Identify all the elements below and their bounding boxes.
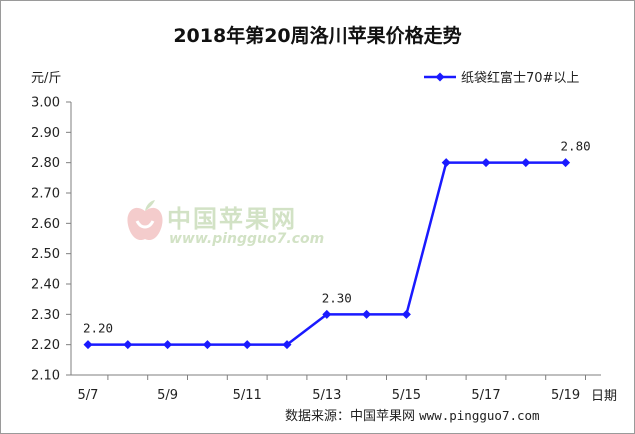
data-point-marker [83,340,93,350]
y-tick-label: 2.80 [31,156,60,171]
x-tick-label: 5/7 [78,388,99,403]
source-label: 数据来源：中国苹果网 [285,409,416,424]
data-point-marker [441,158,451,168]
y-tick-label: 2.60 [31,217,60,232]
data-point-marker [163,340,173,350]
x-axis-unit: 日期 [591,389,618,404]
data-point-marker [242,340,252,350]
y-tick-label: 3.00 [31,96,60,111]
y-tick-label: 2.40 [31,278,60,293]
data-point-marker [481,158,491,168]
data-point-marker [401,309,411,319]
data-point-marker [521,158,531,168]
y-tick-label: 2.90 [31,126,60,141]
chart-title: 2018年第20周洛川苹果价格走势 [173,25,462,47]
y-tick-label: 2.20 [31,338,60,353]
y-tick-label: 2.10 [31,369,60,384]
y-tick-label: 2.30 [31,308,60,323]
x-tick-label: 5/9 [157,388,178,403]
y-tick-label: 2.70 [31,187,60,202]
data-label: 2.30 [322,290,352,305]
x-tick-label: 5/15 [392,388,421,403]
data-label: 2.20 [83,321,113,336]
data-point-marker [322,309,332,319]
data-point-marker [362,309,372,319]
data-point-marker [561,158,571,168]
legend-label: 纸袋红富士70#以上 [461,71,580,86]
data-point-marker [202,340,212,350]
x-tick-label: 5/11 [233,388,262,403]
x-tick-label: 5/17 [471,388,500,403]
legend-marker-icon [424,72,456,81]
source-url: www.pingguo7.com [419,408,540,423]
x-tick-label: 5/19 [551,388,580,403]
data-point-marker [282,340,292,350]
x-tick-label: 5/13 [312,388,341,403]
y-tick-label: 2.50 [31,247,60,262]
legend: 纸袋红富士70#以上 [423,67,579,86]
data-point-marker [123,340,133,350]
source-note: 数据来源：中国苹果网 www.pingguo7.com [285,405,540,424]
y-axis-unit: 元/斤 [31,71,62,86]
data-label: 2.80 [561,139,591,154]
